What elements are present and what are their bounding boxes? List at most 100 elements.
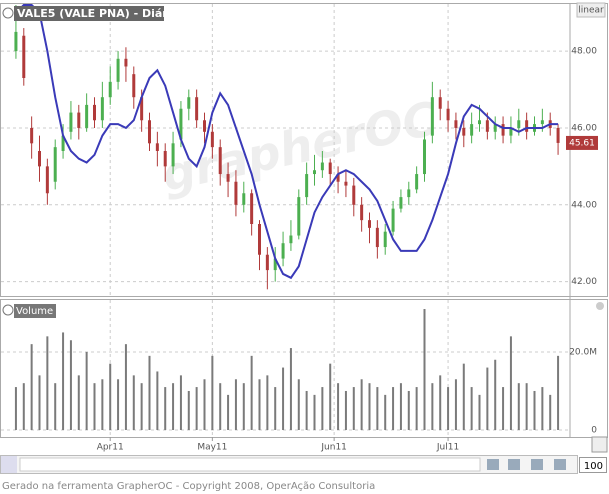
scroll-track[interactable] bbox=[19, 457, 481, 472]
candle-body bbox=[368, 220, 371, 228]
volume-bar bbox=[486, 367, 489, 430]
candle-body bbox=[148, 120, 151, 144]
scale-button[interactable] bbox=[576, 2, 606, 18]
volume-bar bbox=[305, 390, 308, 430]
candle-body bbox=[446, 108, 450, 121]
candle-body bbox=[242, 193, 246, 205]
candle-body bbox=[30, 127, 34, 144]
volume-bar bbox=[494, 359, 497, 430]
volume-bar bbox=[77, 375, 80, 430]
volume-title: Volume bbox=[16, 306, 53, 317]
volume-bar bbox=[541, 387, 544, 430]
volume-bar bbox=[242, 383, 245, 430]
candle-body bbox=[265, 254, 269, 271]
volume-bar bbox=[46, 336, 49, 430]
volume-bar bbox=[179, 375, 182, 430]
tool-button[interactable] bbox=[487, 459, 499, 470]
volume-bar bbox=[502, 387, 505, 430]
scale-button-label[interactable]: linear bbox=[578, 6, 604, 16]
candle-body bbox=[203, 120, 206, 132]
volume-bar bbox=[227, 394, 230, 430]
candle-body bbox=[22, 35, 26, 78]
candle-body bbox=[407, 189, 411, 198]
last-price-label: 45.61 bbox=[569, 138, 595, 148]
volume-bar bbox=[478, 394, 481, 430]
collapse-icon[interactable] bbox=[2, 7, 14, 19]
tool-button[interactable] bbox=[531, 459, 543, 470]
volume-bar bbox=[352, 387, 355, 430]
candle-body bbox=[171, 143, 175, 167]
y-tick-label: 42.00 bbox=[571, 277, 597, 287]
volume-bar bbox=[360, 379, 363, 430]
scroll-left[interactable] bbox=[1, 456, 17, 473]
volume-bar bbox=[30, 344, 33, 430]
volume-bar bbox=[172, 383, 175, 430]
volume-bar bbox=[407, 390, 410, 430]
candle-body bbox=[328, 162, 332, 175]
y-tick-label: 48.00 bbox=[571, 47, 597, 57]
resize-icon[interactable] bbox=[591, 436, 608, 453]
candle-body bbox=[155, 143, 159, 151]
volume-bar bbox=[250, 355, 253, 430]
collapse-icon[interactable] bbox=[2, 304, 14, 316]
candle-body bbox=[423, 139, 426, 175]
candle-body bbox=[61, 135, 65, 151]
volume-bar bbox=[203, 379, 206, 430]
tool-button[interactable] bbox=[554, 459, 566, 470]
moving-average bbox=[15, 4, 559, 280]
volume-bar bbox=[533, 390, 536, 430]
volume-bar bbox=[109, 363, 112, 430]
candle-body bbox=[273, 258, 277, 271]
candle-body bbox=[179, 108, 183, 140]
candle-body bbox=[509, 127, 513, 136]
close-icon[interactable] bbox=[596, 302, 604, 310]
candle-body bbox=[462, 127, 466, 136]
title-box bbox=[14, 6, 164, 21]
volume-bar bbox=[187, 390, 190, 430]
volume-bar bbox=[117, 379, 120, 430]
candle-body bbox=[93, 104, 96, 121]
candle-body bbox=[430, 97, 434, 136]
volume-bar bbox=[344, 390, 347, 430]
candle-body bbox=[525, 120, 529, 132]
volume-bar bbox=[124, 344, 127, 430]
volume-bar bbox=[549, 394, 552, 430]
volume-bar bbox=[431, 383, 434, 430]
candle-body bbox=[45, 166, 49, 194]
volume-panel bbox=[0, 299, 608, 438]
tool-button[interactable] bbox=[508, 459, 520, 470]
candle-body bbox=[14, 31, 18, 52]
candle-body bbox=[391, 208, 395, 232]
candle-body bbox=[132, 74, 136, 98]
zoom-box[interactable] bbox=[579, 457, 607, 473]
candle-body bbox=[320, 162, 324, 171]
volume-bar bbox=[219, 383, 222, 430]
volume-title-box bbox=[14, 304, 56, 318]
candle-body bbox=[234, 181, 238, 205]
candle-body bbox=[140, 97, 144, 121]
candle-body bbox=[501, 124, 505, 136]
candle-body bbox=[85, 104, 89, 128]
footer: Gerado na ferramenta GrapherOC - Copyrig… bbox=[2, 481, 375, 492]
volume-bar bbox=[454, 379, 457, 430]
x-tick-label: Jul11 bbox=[436, 443, 459, 453]
volume-bar bbox=[289, 348, 292, 430]
candle-body bbox=[38, 151, 41, 167]
candle-body bbox=[77, 112, 81, 128]
candle-body bbox=[218, 147, 222, 175]
candle-body bbox=[116, 58, 120, 82]
volume-bar bbox=[14, 387, 17, 430]
candle-body bbox=[69, 112, 73, 132]
x-tick-label: Jun11 bbox=[320, 443, 347, 453]
candle-body bbox=[383, 231, 387, 248]
volume-bar bbox=[329, 363, 332, 430]
candle-body bbox=[100, 97, 104, 121]
x-tick-label: Apr11 bbox=[97, 443, 124, 453]
volume-bar bbox=[258, 379, 261, 430]
volume-bar bbox=[337, 383, 340, 430]
volume-bar bbox=[313, 394, 316, 430]
candle-body bbox=[297, 197, 301, 236]
zoom-value[interactable]: 100 bbox=[584, 461, 603, 472]
candle-body bbox=[470, 124, 474, 136]
